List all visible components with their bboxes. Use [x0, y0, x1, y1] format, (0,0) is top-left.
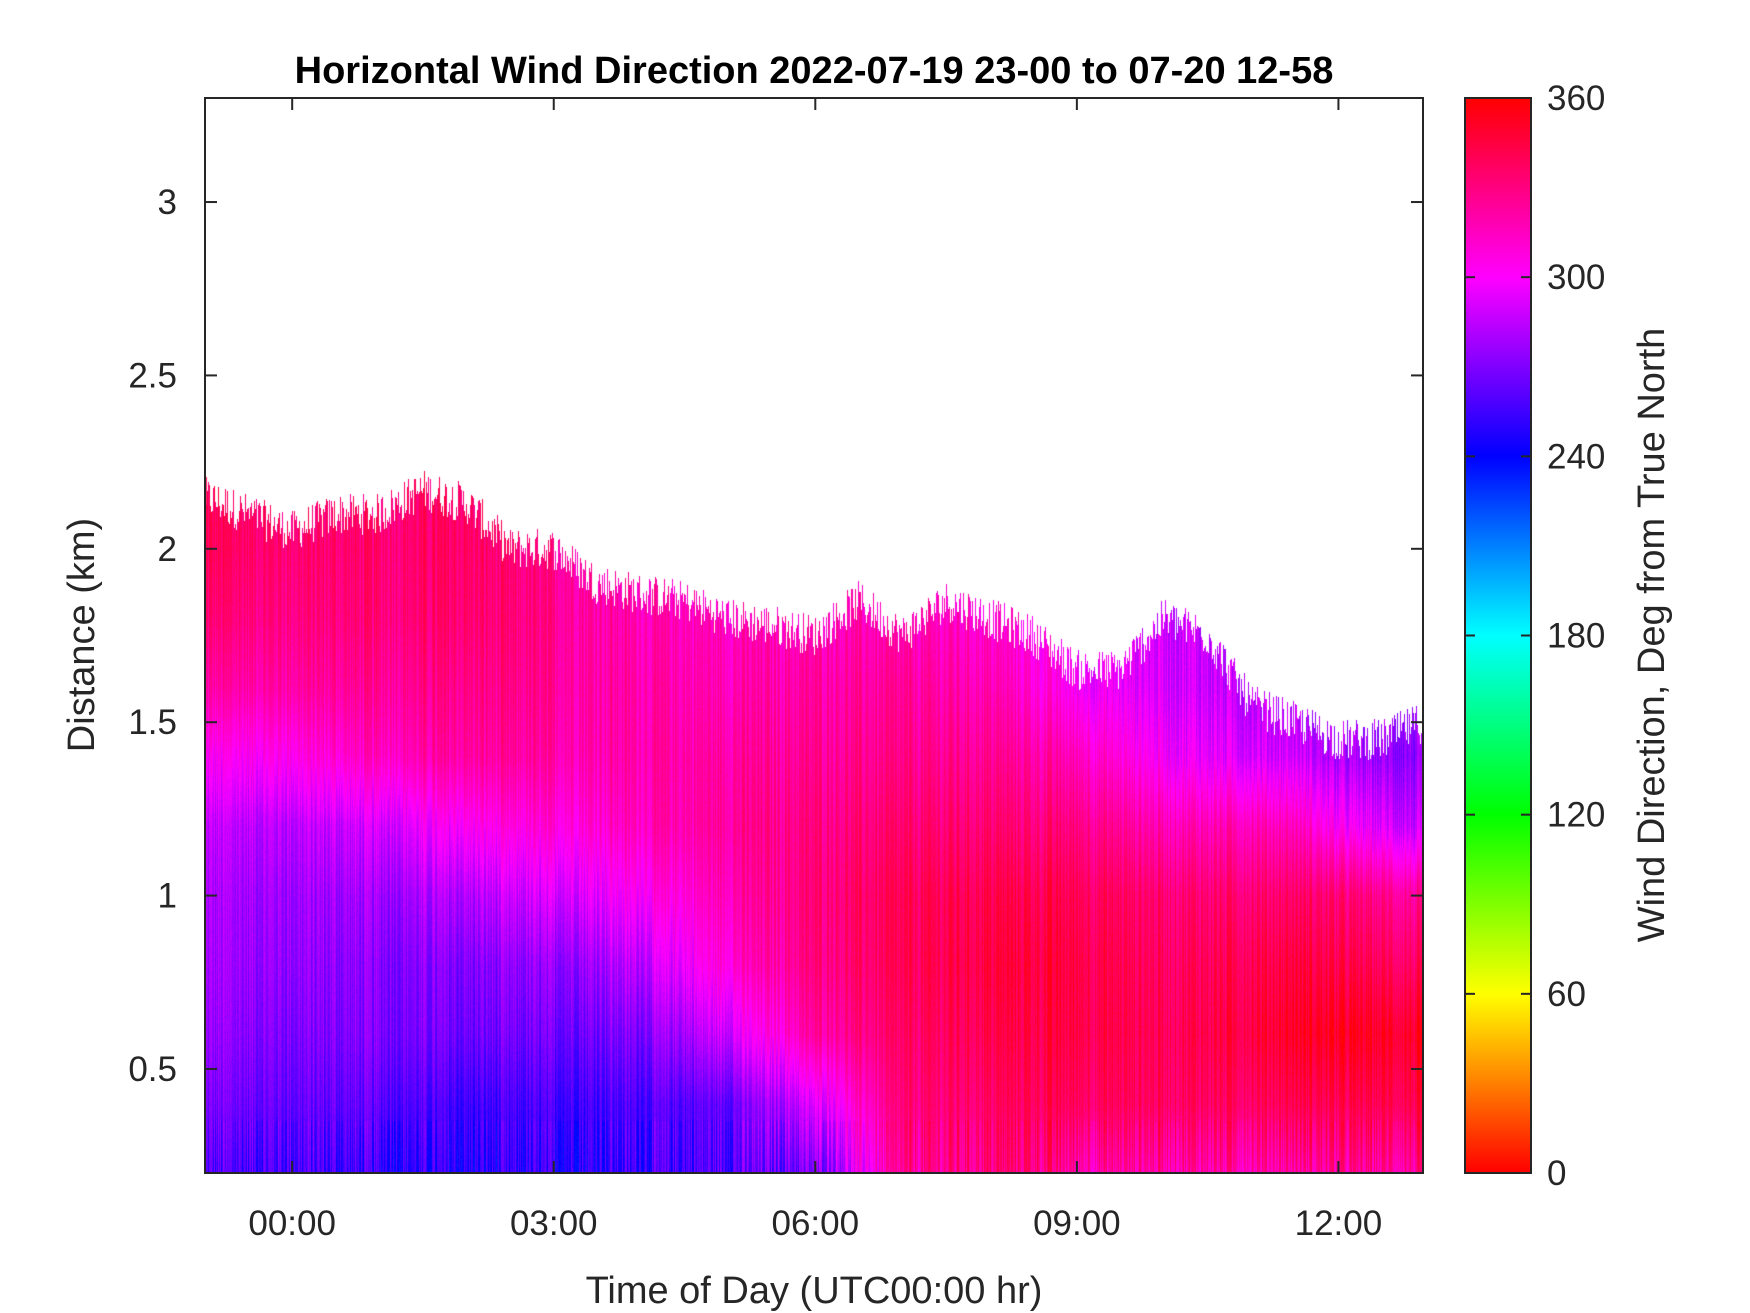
heatmap-image: [205, 98, 1423, 1173]
colorbar-tick-label: 180: [1547, 617, 1605, 656]
y-tick-label: 2: [158, 530, 177, 569]
colorbar-tick-label: 120: [1547, 796, 1605, 835]
colorbar-tick-label: 360: [1547, 79, 1605, 118]
y-tick-label: 1: [158, 877, 177, 916]
colorbar-tick-label: 240: [1547, 437, 1605, 476]
x-tick-label: 12:00: [1295, 1204, 1383, 1243]
colorbar-tick-label: 300: [1547, 258, 1605, 297]
y-tick-label: 0.5: [128, 1050, 177, 1089]
y-tick-label: 2.5: [128, 356, 177, 395]
colorbar: 0 60 120 180 240 300 360 Wind Direction, Deg f…: [1464, 79, 1673, 1193]
colorbar-label: Wind Direction, Deg from True North: [1631, 328, 1673, 943]
y-tick-label: 1.5: [128, 703, 177, 742]
y-tick-label: 3: [158, 183, 177, 222]
x-axis: 00:00 03:00 06:00 09:00 12:00: [248, 98, 1382, 1243]
x-tick-label: 06:00: [772, 1204, 860, 1243]
y-axis: 0.5 1 1.5 2 2.5 3: [128, 183, 1423, 1089]
heatmap-layer: [205, 98, 1423, 1173]
colorbar-ticks: 0 60 120 180 240 300 360: [1465, 79, 1605, 1193]
x-tick-label: 03:00: [510, 1204, 598, 1243]
x-tick-label: 09:00: [1033, 1204, 1121, 1243]
y-axis-label: Distance (km): [61, 518, 103, 752]
colorbar-tick-label: 60: [1547, 975, 1586, 1014]
x-tick-label: 00:00: [248, 1204, 336, 1243]
chart-title: Horizontal Wind Direction 2022-07-19 23-…: [295, 50, 1334, 92]
x-axis-label: Time of Day (UTC00:00 hr): [586, 1270, 1043, 1312]
colorbar-gradient: [1464, 97, 1532, 1174]
plot-area-frame: [204, 97, 1424, 1174]
colorbar-tick-label: 0: [1547, 1154, 1566, 1193]
